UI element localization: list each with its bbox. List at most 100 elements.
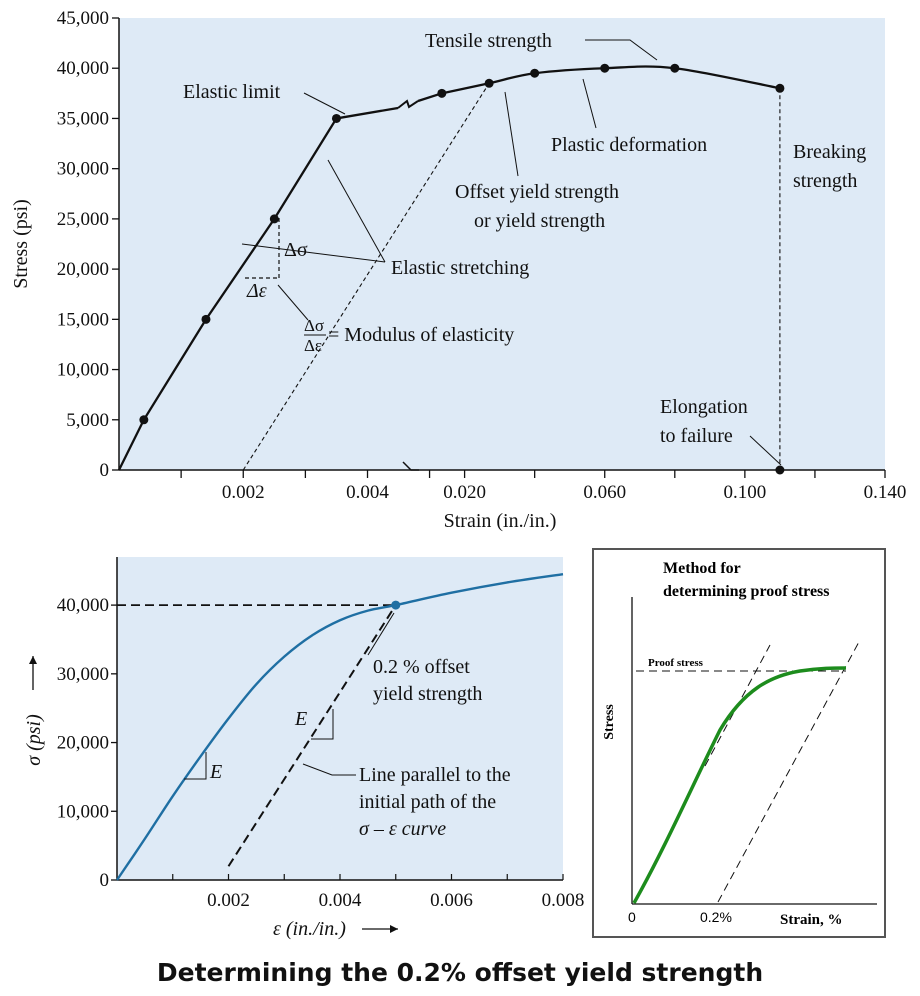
top-y-tick-label: 15,000	[57, 309, 109, 330]
top-x-tick-label: 0.140	[864, 482, 907, 503]
top-axis-break-mark	[402, 461, 419, 471]
e-label-1: E	[209, 761, 222, 783]
bottom-y-tick-label: 10,000	[57, 801, 109, 822]
top-x-tick-label: 0.100	[723, 482, 766, 503]
offset-label-1: 0.2 % offset	[373, 656, 470, 678]
top-y-tick-label: 20,000	[57, 259, 109, 280]
top-plastic-line-a	[336, 106, 399, 120]
tensile-strength-label: Tensile strength	[425, 30, 552, 52]
plastic-deformation-leader	[582, 78, 597, 129]
top-x-axis-label: Strain (in./in.)	[444, 510, 557, 532]
top-y-tick-label: 40,000	[57, 58, 109, 79]
bottom-y-tick-label: 30,000	[57, 664, 109, 685]
plastic-deformation-label: Plastic deformation	[551, 134, 707, 156]
proof-offset-line	[717, 639, 861, 903]
elastic-stretching-leader-2	[241, 243, 386, 263]
parallel-label-2: initial path of the	[359, 791, 496, 813]
parallel-leader	[302, 763, 356, 776]
top-data-point	[775, 83, 785, 93]
bottom-y-axis-label: σ (psi)	[23, 714, 45, 766]
bottom-curve-group	[116, 572, 564, 881]
proof-title-line1: Method for	[663, 560, 741, 577]
proof-curve	[632, 666, 847, 904]
proof-stress-frame	[592, 548, 886, 938]
top-x-tick-label: 0.060	[583, 482, 626, 503]
proof-y-label: Stress	[602, 704, 617, 740]
elastic-stretching-label: Elastic stretching	[391, 257, 529, 279]
top-data-point	[437, 88, 447, 98]
top-data-point	[530, 68, 540, 78]
bottom-plot-background	[117, 557, 563, 880]
bottom-y-tick-label: 40,000	[57, 595, 109, 616]
figure-caption: Determining the 0.2% offset yield streng…	[156, 958, 764, 987]
top-y-tick-label: 25,000	[57, 209, 109, 230]
bottom-x-tick-label: 0.004	[319, 890, 362, 911]
bottom-offset-line	[227, 604, 397, 867]
bottom-x-axis-label: ε (in./in.)	[273, 918, 346, 940]
proof-tick-0: 0	[628, 909, 636, 925]
breaking-strength-label-1: Breaking	[793, 141, 866, 163]
bottom-x-arrow-head	[390, 925, 398, 933]
top-y-tick-label: 35,000	[57, 108, 109, 129]
top-data-point	[139, 415, 149, 425]
parallel-label-3: σ – ε curve	[359, 818, 446, 840]
elastic-stretching-leader-1	[327, 159, 386, 263]
elongation-leader	[749, 435, 782, 466]
breaking-strength-label-2: strength	[793, 170, 857, 192]
top-data-point	[670, 63, 680, 73]
proof-stress-box: Method for determining proof stress Stre…	[592, 548, 886, 938]
slope-triangle-1	[184, 752, 207, 780]
elongation-label-2: to failure	[660, 425, 733, 447]
top-y-tick-label: 30,000	[57, 159, 109, 180]
delta-epsilon-label: Δε	[246, 280, 267, 302]
bottom-y-tick-label: 0	[100, 870, 110, 891]
modulus-text: = Modulus of elasticity	[328, 324, 514, 346]
bottom-x-tick-label: 0.002	[207, 890, 250, 911]
bottom-yield-point	[391, 600, 401, 610]
delta-sigma-label: Δσ	[284, 239, 308, 261]
elongation-label-1: Elongation	[660, 396, 748, 418]
bottom-y-arrow-head	[29, 656, 37, 664]
proof-tick-02: 0.2%	[700, 909, 732, 925]
modulus-numerator: Δσ	[304, 316, 324, 335]
bottom-stress-curve	[116, 572, 564, 881]
top-offset-line	[242, 82, 490, 471]
top-y-tick-label: 10,000	[57, 360, 109, 381]
tensile-strength-leader	[585, 39, 658, 61]
offset-yield-leader	[504, 91, 519, 177]
e-label-2: E	[294, 708, 307, 730]
top-chart: 0 5,000 10,000 15,000 20,000 25,000 30,000 35,0…	[10, 8, 906, 532]
top-x-tick-label: 0.002	[222, 482, 265, 503]
elastic-limit-label: Elastic limit	[183, 81, 281, 103]
offset-leader	[367, 612, 395, 656]
top-x-ticks: 0.002 0.004 0.020 0.060 0.100 0.140	[180, 470, 907, 503]
top-curve-group	[117, 63, 785, 475]
top-y-ticks: 0 5,000 10,000 15,000 20,000 25,000 30,000 35,0…	[57, 8, 119, 481]
top-x-tick-label: 0.020	[443, 482, 486, 503]
top-y-tick-label: 5,000	[66, 410, 109, 431]
top-data-point	[484, 78, 494, 88]
proof-title-line2: determining proof stress	[663, 583, 830, 600]
curve-break-mark	[397, 99, 419, 109]
bottom-x-tick-label: 0.008	[542, 890, 585, 911]
offset-yield-label-1: Offset yield strength	[455, 181, 619, 203]
bottom-x-tick-label: 0.006	[430, 890, 473, 911]
modulus-leader	[277, 284, 309, 321]
top-y-tick-label: 45,000	[57, 8, 109, 29]
proof-x-label: Strain, %	[780, 912, 843, 928]
bottom-x-ticks: 0.002 0.004 0.006 0.008	[172, 874, 585, 911]
proof-stress-label: Proof stress	[648, 657, 704, 669]
top-plot-background	[119, 18, 885, 470]
top-y-tick-label: 0	[100, 460, 110, 481]
bottom-y-tick-label: 20,000	[57, 733, 109, 754]
offset-yield-label-2: or yield strength	[474, 210, 605, 232]
top-x-tick-label: 0.004	[346, 482, 389, 503]
offset-label-2: yield strength	[373, 683, 482, 705]
elastic-limit-leader	[303, 92, 346, 115]
bottom-y-ticks: 0 10,000 20,000 30,000 40,000	[57, 595, 117, 891]
modulus-denominator: Δε	[304, 336, 322, 355]
top-data-point	[269, 214, 279, 224]
parallel-label-1: Line parallel to the	[359, 764, 511, 786]
